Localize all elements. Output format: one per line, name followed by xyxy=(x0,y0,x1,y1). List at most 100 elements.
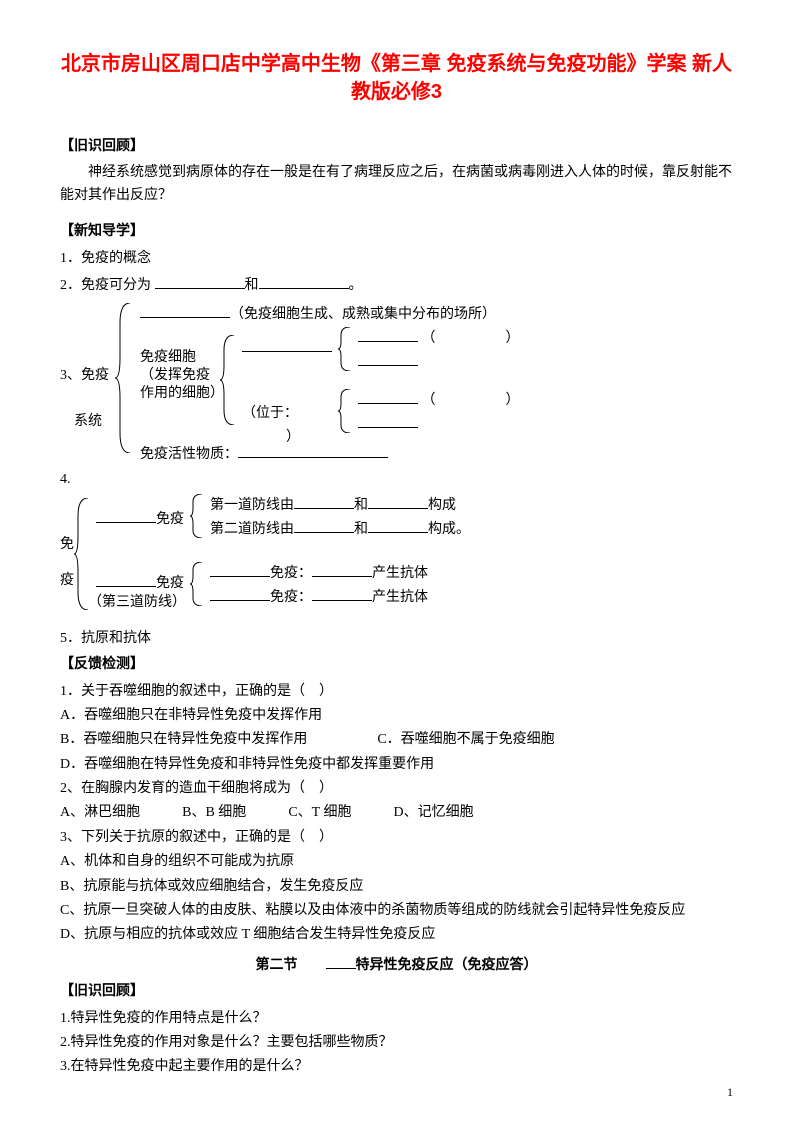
brace-icon xyxy=(220,335,238,425)
diag4-line2-a: 第二道防线由 xyxy=(210,522,294,537)
item-2: 2．免疫可分为 和 。 xyxy=(60,274,733,297)
diag4-line2-c: 构成。 xyxy=(428,522,470,537)
review2-header: 【旧识回顾】 xyxy=(60,981,733,1003)
diag3-cells-3: 作用的细胞） xyxy=(140,383,224,405)
review-text: 神经系统感觉到病原体的存在一般是在有了病理反应之后，在病菌或病毒刚进入人体的时候… xyxy=(60,162,733,207)
item-3-system: 系统 xyxy=(74,411,102,433)
brace-icon xyxy=(338,389,354,433)
blank[interactable] xyxy=(368,494,428,509)
diag4-line1-a: 第一道防线由 xyxy=(210,498,294,513)
q2-a: A、淋巴细胞 xyxy=(60,805,140,820)
diag3-organ: （免疫细胞生成、成熟或集中分布的场所） xyxy=(140,303,496,326)
q1-c: C．吞噬细胞不属于免疫细胞 xyxy=(377,732,554,747)
diag4-line2: 第二道防线由 和 构成。 xyxy=(210,518,470,541)
review-header: 【旧识回顾】 xyxy=(60,136,733,158)
blank[interactable] xyxy=(294,494,354,509)
diag4-line4-a: 免疫： xyxy=(270,590,312,605)
diag4-line2-b: 和 xyxy=(354,522,368,537)
blank[interactable] xyxy=(259,274,349,289)
diag3-paren-1: （ ） xyxy=(358,327,520,350)
q3-c: C、抗原一旦突破人体的由皮肤、粘膜以及由体液中的杀菌物质等组成的防线就会引起特异… xyxy=(60,900,733,922)
feedback-header: 【反馈检测】 xyxy=(60,654,733,676)
blank[interactable] xyxy=(368,518,428,533)
item-3-label: 3、免疫 xyxy=(60,365,109,387)
diag4-immune-text: 免疫 xyxy=(156,512,184,527)
diag4-upper-immune: 免疫 xyxy=(96,508,184,531)
q2-c: C、T 细胞 xyxy=(288,805,351,820)
diag4-line4: 免疫： 产生抗体 xyxy=(210,586,428,609)
q2-b: B、B 细胞 xyxy=(182,805,246,820)
diag4-line3: 免疫： 产生抗体 xyxy=(210,562,428,585)
page-number: 1 xyxy=(727,1083,733,1102)
diag3-paren-2: （ ） xyxy=(358,389,520,412)
q1-stem: 1．关于吞噬细胞的叙述中，正确的是（ ） xyxy=(60,681,733,703)
item-1: 1．免疫的概念 xyxy=(60,248,733,270)
diag3-located: （位于： xyxy=(242,403,298,425)
blank[interactable] xyxy=(326,968,356,969)
review2-q1: 1.特异性免疫的作用特点是什么？ xyxy=(60,1008,733,1030)
q1-bc: B．吞噬细胞只在特异性免疫中发挥作用 C．吞噬细胞不属于免疫细胞 xyxy=(60,729,733,751)
diag4-line3-a: 免疫： xyxy=(270,566,312,581)
review2-q2: 2.特异性免疫的作用对象是什么？主要包括哪些物质？ xyxy=(60,1032,733,1054)
diag4-immune-text2: 免疫 xyxy=(156,576,184,591)
review2-q3: 3.在特异性免疫中起主要作用的是什么？ xyxy=(60,1056,733,1078)
diagram-4: 免 疫 免疫 第一道防线由和构成 第二道防线由和构成。 免疫 （第三道防线） 免… xyxy=(60,498,733,618)
q3-b: B、抗原能与抗体或效应细胞结合，发生免疫反应 xyxy=(60,876,733,898)
document-title: 北京市房山区周口店中学高中生物《第三章 免疫系统与免疫功能》学案 新人教版必修3 xyxy=(60,50,733,106)
blank[interactable] xyxy=(294,518,354,533)
diag4-line3-b: 产生抗体 xyxy=(372,566,428,581)
blank[interactable] xyxy=(210,586,270,601)
new-knowledge-header: 【新知导学】 xyxy=(60,221,733,243)
diag3-paren1-text: （ ） xyxy=(422,331,520,346)
diag4-line1: 第一道防线由 和 构成 xyxy=(210,494,456,517)
diagram-3: 3、免疫 系统 （免疫细胞生成、成熟或集中分布的场所） 免疫细胞 （发挥免疫 作… xyxy=(60,303,733,463)
blank[interactable] xyxy=(96,572,156,587)
diag3-located-text: （位于： xyxy=(242,406,298,421)
q3-a: A、机体和自身的组织不可能成为抗原 xyxy=(60,851,733,873)
blank[interactable] xyxy=(358,413,418,428)
blank[interactable] xyxy=(312,586,372,601)
blank[interactable] xyxy=(96,508,156,523)
q2-opts: A、淋巴细胞 B、B 细胞 C、T 细胞 D、记忆细胞 xyxy=(60,802,733,824)
diag4-epidemic: 疫 xyxy=(60,570,74,592)
section2-post: 特异性免疫反应（免疫应答） xyxy=(356,958,538,973)
blank[interactable] xyxy=(140,303,230,318)
diag4-free: 免 xyxy=(60,534,74,556)
brace-icon xyxy=(190,494,206,538)
q2-d: D、记忆细胞 xyxy=(393,805,473,820)
diag4-third-line: （第三道防线） xyxy=(88,592,186,614)
item-5: 5．抗原和抗体 xyxy=(60,628,733,650)
item-2-mid: 和 xyxy=(245,278,259,293)
q1-a: A．吞噬细胞只在非特异性免疫中发挥作用 xyxy=(60,705,733,727)
q2-stem: 2、在胸腺内发育的造血干细胞将成为（ ） xyxy=(60,778,733,800)
item-2-pre: 2．免疫可分为 xyxy=(60,278,155,293)
blank[interactable] xyxy=(210,562,270,577)
diag4-line1-c: 构成 xyxy=(428,498,456,513)
blank[interactable] xyxy=(358,389,418,404)
diag3-paren-1b xyxy=(358,351,418,374)
brace-icon xyxy=(115,303,135,453)
diag4-line1-b: 和 xyxy=(354,498,368,513)
blank[interactable] xyxy=(358,327,418,342)
diag4-line4-b: 产生抗体 xyxy=(372,590,428,605)
q3-d: D、抗原与相应的抗体或效应 T 细胞结合发生特异性免疫反应 xyxy=(60,924,733,946)
diag3-upper-blank xyxy=(242,337,332,360)
diag3-paren-2b xyxy=(358,413,418,436)
blank[interactable] xyxy=(155,274,245,289)
q1-d: D．吞噬细胞在特异性免疫和非特异性免疫中都发挥重要作用 xyxy=(60,754,733,776)
diag3-organ-text: （免疫细胞生成、成熟或集中分布的场所） xyxy=(230,307,496,322)
brace-icon xyxy=(190,562,206,606)
blank[interactable] xyxy=(358,351,418,366)
blank[interactable] xyxy=(312,562,372,577)
q1-b: B．吞噬细胞只在特异性免疫中发挥作用 xyxy=(60,732,307,747)
diag3-active-text: 免疫活性物质： xyxy=(140,447,238,462)
item-2-end: 。 xyxy=(349,278,363,293)
section2-title: 第二节 特异性免疫反应（免疫应答） xyxy=(60,955,733,977)
section2-pre: 第二节 xyxy=(256,958,298,973)
blank[interactable] xyxy=(242,337,332,352)
diag3-paren2-text: （ ） xyxy=(422,393,520,408)
brace-icon xyxy=(338,327,354,371)
item-4-label: 4. xyxy=(60,469,733,491)
blank[interactable] xyxy=(238,443,388,458)
q3-stem: 3、下列关于抗原的叙述中，正确的是（ ） xyxy=(60,827,733,849)
